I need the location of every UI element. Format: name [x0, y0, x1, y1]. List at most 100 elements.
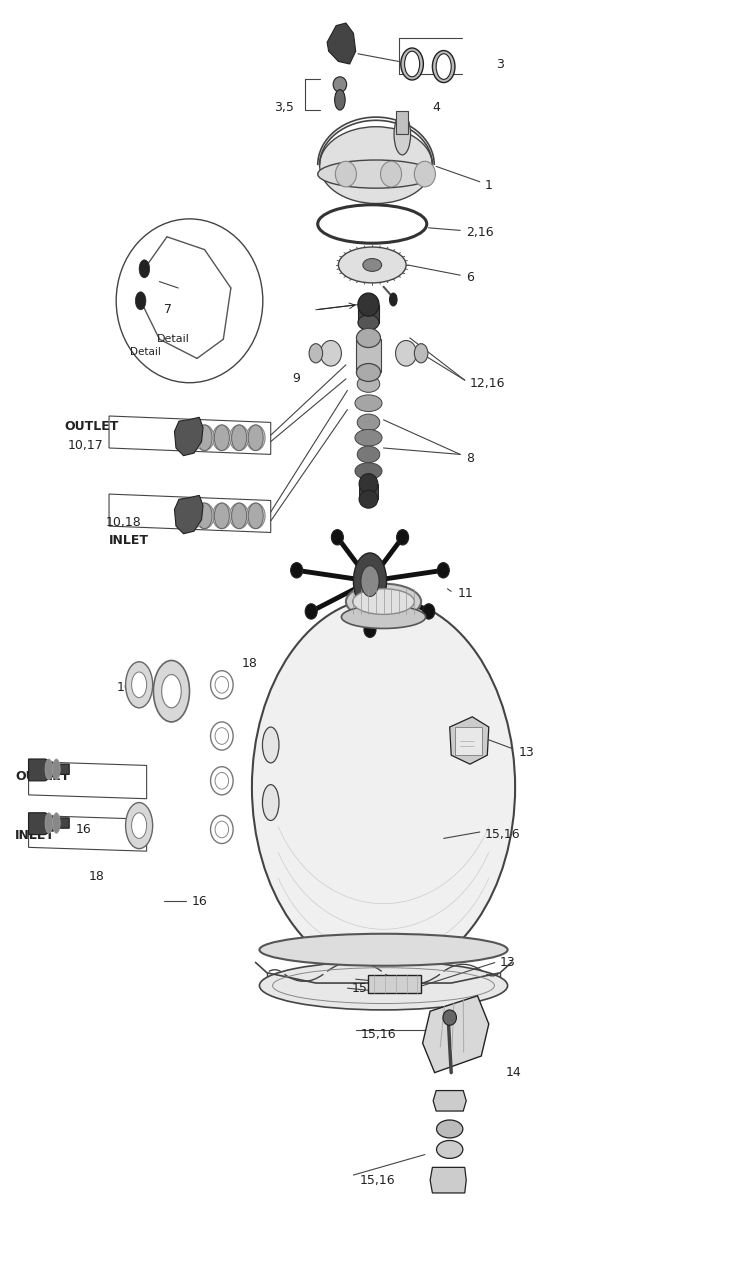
- Circle shape: [214, 503, 229, 529]
- Ellipse shape: [252, 598, 515, 977]
- Text: 13: 13: [519, 746, 535, 759]
- Ellipse shape: [196, 503, 214, 529]
- Circle shape: [126, 803, 153, 849]
- Circle shape: [197, 503, 212, 529]
- Text: 11: 11: [457, 588, 473, 600]
- Ellipse shape: [262, 727, 279, 763]
- Ellipse shape: [230, 425, 248, 451]
- Ellipse shape: [247, 503, 265, 529]
- Text: Detail: Detail: [130, 347, 162, 357]
- Circle shape: [436, 54, 451, 79]
- Ellipse shape: [333, 77, 347, 92]
- Circle shape: [197, 425, 212, 451]
- Ellipse shape: [363, 259, 381, 271]
- Ellipse shape: [341, 605, 426, 628]
- Text: 7: 7: [164, 303, 172, 316]
- Ellipse shape: [356, 364, 381, 381]
- Ellipse shape: [53, 813, 60, 833]
- Ellipse shape: [335, 90, 345, 110]
- Text: INLET: INLET: [109, 534, 149, 547]
- Circle shape: [126, 662, 153, 708]
- Ellipse shape: [359, 474, 378, 494]
- Ellipse shape: [45, 759, 53, 780]
- Ellipse shape: [401, 47, 423, 79]
- Ellipse shape: [259, 961, 508, 1010]
- Ellipse shape: [335, 161, 356, 187]
- Text: 14: 14: [505, 1066, 521, 1079]
- Ellipse shape: [356, 328, 381, 348]
- Polygon shape: [327, 23, 356, 64]
- Circle shape: [132, 813, 147, 838]
- Text: 17: 17: [134, 681, 150, 694]
- Ellipse shape: [259, 934, 508, 965]
- Ellipse shape: [212, 425, 231, 451]
- Ellipse shape: [183, 504, 193, 527]
- Ellipse shape: [436, 1140, 462, 1158]
- Ellipse shape: [358, 293, 379, 316]
- Text: 2,16: 2,16: [466, 227, 494, 239]
- Circle shape: [405, 51, 420, 77]
- Circle shape: [248, 503, 263, 529]
- Text: 1: 1: [485, 179, 493, 192]
- Ellipse shape: [359, 490, 378, 508]
- Ellipse shape: [432, 50, 455, 82]
- Ellipse shape: [357, 413, 380, 430]
- Ellipse shape: [332, 530, 344, 545]
- Polygon shape: [29, 759, 69, 781]
- Text: 12,16: 12,16: [470, 378, 505, 390]
- Ellipse shape: [357, 445, 380, 462]
- Ellipse shape: [443, 1010, 456, 1025]
- Ellipse shape: [381, 161, 402, 187]
- Ellipse shape: [414, 161, 435, 187]
- Ellipse shape: [320, 127, 432, 204]
- Bar: [455, 727, 482, 755]
- Polygon shape: [174, 495, 203, 534]
- Ellipse shape: [355, 462, 382, 479]
- Circle shape: [361, 566, 379, 596]
- Text: 9: 9: [292, 372, 299, 385]
- Text: 16: 16: [75, 823, 91, 836]
- Ellipse shape: [346, 584, 421, 620]
- Bar: [359, 484, 378, 499]
- Ellipse shape: [396, 530, 408, 545]
- Ellipse shape: [437, 563, 449, 579]
- Polygon shape: [430, 1167, 466, 1193]
- Bar: [358, 305, 379, 323]
- Text: 10,18: 10,18: [105, 516, 141, 529]
- Circle shape: [153, 660, 190, 722]
- Text: 15,18: 15,18: [352, 982, 388, 995]
- Ellipse shape: [196, 425, 214, 451]
- Ellipse shape: [45, 813, 53, 833]
- Polygon shape: [450, 717, 489, 764]
- Circle shape: [353, 553, 387, 609]
- Ellipse shape: [358, 315, 379, 330]
- Ellipse shape: [320, 340, 341, 366]
- Ellipse shape: [423, 604, 435, 620]
- Text: 13: 13: [500, 956, 516, 969]
- Circle shape: [162, 675, 181, 708]
- Circle shape: [232, 503, 247, 529]
- Text: 15,16: 15,16: [361, 1028, 396, 1041]
- Text: 15,16: 15,16: [359, 1174, 395, 1187]
- Ellipse shape: [353, 589, 414, 614]
- Text: OUTLET: OUTLET: [64, 420, 118, 433]
- Circle shape: [132, 672, 147, 698]
- Ellipse shape: [355, 394, 382, 411]
- Ellipse shape: [436, 1120, 462, 1138]
- Ellipse shape: [193, 504, 202, 527]
- Text: 16: 16: [117, 681, 132, 694]
- Text: 3,5: 3,5: [274, 101, 294, 114]
- Ellipse shape: [318, 160, 434, 188]
- Ellipse shape: [364, 622, 376, 637]
- Text: 4: 4: [432, 101, 440, 114]
- Text: 6: 6: [466, 271, 474, 284]
- Circle shape: [139, 260, 150, 278]
- Text: 18: 18: [89, 870, 105, 883]
- Circle shape: [248, 425, 263, 451]
- Polygon shape: [29, 813, 69, 835]
- Ellipse shape: [414, 343, 428, 364]
- Ellipse shape: [116, 219, 263, 383]
- Polygon shape: [433, 1091, 466, 1111]
- Text: 18: 18: [242, 657, 258, 669]
- Ellipse shape: [355, 429, 382, 447]
